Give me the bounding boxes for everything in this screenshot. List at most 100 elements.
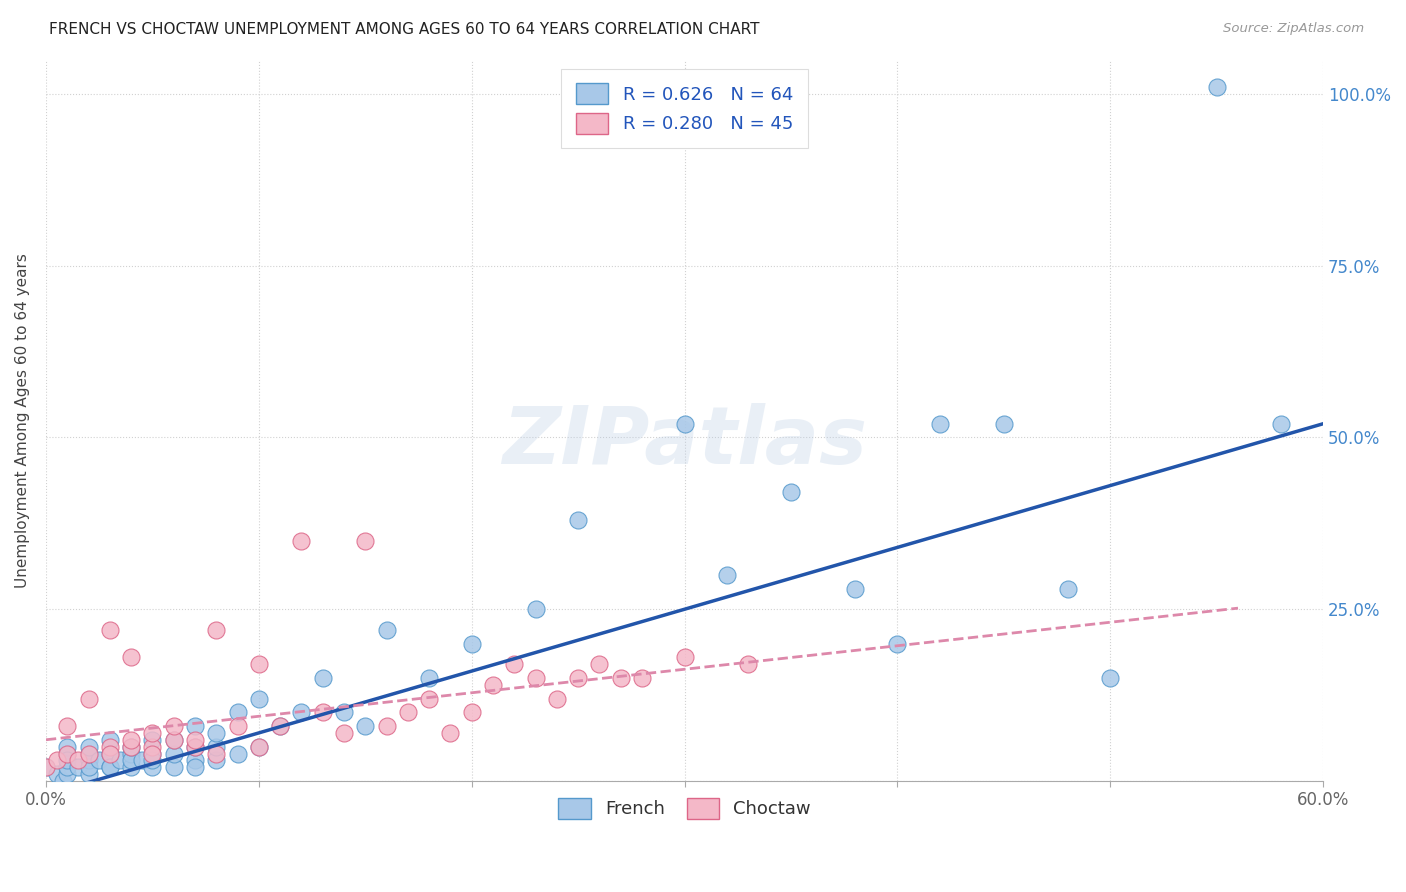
Point [205, 739, 228, 754]
Point [120, 760, 142, 774]
Point [886, 637, 908, 651]
Point [56, 760, 79, 774]
Text: ZIPatlas: ZIPatlas [502, 403, 868, 481]
Point [631, 671, 654, 685]
Point [333, 726, 356, 740]
Point [609, 671, 631, 685]
Point [131, 753, 153, 767]
Point [141, 760, 163, 774]
Point [77, 767, 100, 781]
Point [184, 739, 207, 754]
Point [418, 691, 440, 706]
Point [45, 753, 67, 767]
Point [269, 719, 291, 733]
Point [375, 623, 398, 637]
Point [205, 753, 228, 767]
Point [844, 582, 866, 596]
Point [98, 623, 121, 637]
Point [98, 760, 121, 774]
Text: Source: ZipAtlas.com: Source: ZipAtlas.com [1223, 22, 1364, 36]
Point [737, 657, 759, 672]
Point [141, 732, 163, 747]
Point [312, 671, 335, 685]
Point [546, 691, 568, 706]
Point [333, 706, 356, 720]
Point [375, 719, 398, 733]
Point [588, 657, 610, 672]
Point [35, 760, 58, 774]
Point [163, 732, 186, 747]
Point [98, 747, 121, 761]
Point [226, 747, 249, 761]
Point [1099, 671, 1122, 685]
Point [56, 739, 79, 754]
Point [120, 747, 142, 761]
Point [503, 657, 526, 672]
Point [77, 691, 100, 706]
Point [120, 739, 142, 754]
Point [89, 753, 111, 767]
Point [673, 417, 696, 431]
Point [98, 760, 121, 774]
Point [247, 739, 270, 754]
Point [35, 760, 58, 774]
Point [98, 739, 121, 754]
Point [290, 706, 312, 720]
Point [226, 719, 249, 733]
Point [141, 753, 163, 767]
Point [269, 719, 291, 733]
Point [567, 513, 589, 527]
Point [396, 706, 419, 720]
Point [460, 706, 482, 720]
Point [141, 747, 163, 761]
Point [110, 753, 132, 767]
Point [163, 719, 186, 733]
Point [184, 739, 207, 754]
Point [98, 732, 121, 747]
Legend: French, Choctaw: French, Choctaw [551, 791, 818, 826]
Point [184, 732, 207, 747]
Point [163, 760, 186, 774]
Point [56, 747, 79, 761]
Point [184, 760, 207, 774]
Y-axis label: Unemployment Among Ages 60 to 64 years: Unemployment Among Ages 60 to 64 years [15, 252, 30, 588]
Point [98, 747, 121, 761]
Point [45, 767, 67, 781]
Point [141, 739, 163, 754]
Point [247, 739, 270, 754]
Point [120, 650, 142, 665]
Point [120, 753, 142, 767]
Point [929, 417, 952, 431]
Point [673, 650, 696, 665]
Point [52, 774, 75, 789]
Point [247, 657, 270, 672]
Text: FRENCH VS CHOCTAW UNEMPLOYMENT AMONG AGES 60 TO 64 YEARS CORRELATION CHART: FRENCH VS CHOCTAW UNEMPLOYMENT AMONG AGE… [49, 22, 759, 37]
Point [77, 753, 100, 767]
Point [460, 637, 482, 651]
Point [120, 732, 142, 747]
Point [66, 753, 89, 767]
Point [524, 602, 547, 616]
Point [354, 533, 377, 548]
Point [56, 719, 79, 733]
Point [1205, 80, 1227, 95]
Point [163, 747, 186, 761]
Point [66, 760, 89, 774]
Point [247, 691, 270, 706]
Point [1056, 582, 1078, 596]
Point [312, 706, 335, 720]
Point [184, 753, 207, 767]
Point [56, 753, 79, 767]
Point [77, 747, 100, 761]
Point [77, 739, 100, 754]
Point [482, 678, 505, 692]
Point [1270, 417, 1292, 431]
Point [141, 726, 163, 740]
Point [77, 747, 100, 761]
Point [290, 533, 312, 548]
Point [141, 747, 163, 761]
Point [226, 706, 249, 720]
Point [205, 726, 228, 740]
Point [77, 760, 100, 774]
Point [439, 726, 461, 740]
